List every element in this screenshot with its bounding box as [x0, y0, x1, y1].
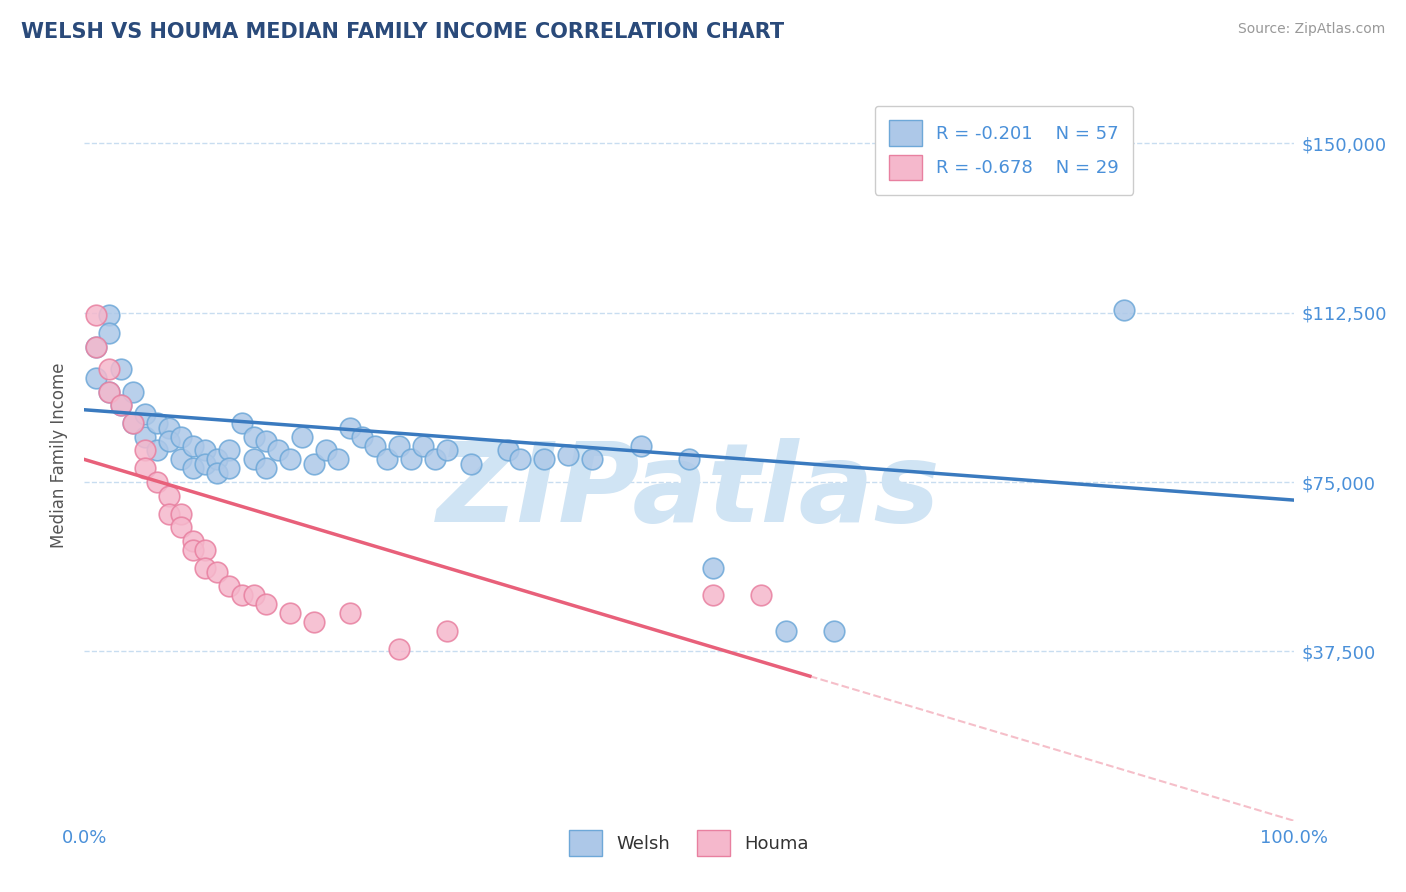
Point: [181, 542, 204, 557]
Point: [412, 439, 434, 453]
Point: [254, 434, 277, 449]
Point: [678, 452, 700, 467]
Point: [110, 398, 132, 412]
Point: [702, 561, 724, 575]
Point: [751, 588, 773, 602]
Point: [134, 430, 156, 444]
Point: [231, 588, 253, 602]
Point: [157, 507, 180, 521]
Point: [267, 443, 290, 458]
Point: [97, 308, 120, 322]
Point: [363, 439, 385, 453]
Point: [254, 597, 277, 611]
Point: [97, 326, 120, 340]
Point: [823, 624, 845, 638]
Point: [352, 430, 374, 444]
Point: [254, 461, 277, 475]
Point: [181, 533, 204, 548]
Point: [170, 430, 193, 444]
Point: [218, 443, 240, 458]
Point: [146, 475, 169, 489]
Point: [194, 542, 217, 557]
Point: [581, 452, 603, 467]
Point: [388, 642, 411, 657]
Point: [157, 434, 180, 449]
Point: [315, 443, 337, 458]
Point: [278, 452, 301, 467]
Point: [630, 439, 652, 453]
Point: [231, 417, 253, 431]
Point: [242, 452, 264, 467]
Point: [388, 439, 411, 453]
Point: [328, 452, 350, 467]
Point: [134, 443, 156, 458]
Point: [110, 362, 132, 376]
Text: WELSH VS HOUMA MEDIAN FAMILY INCOME CORRELATION CHART: WELSH VS HOUMA MEDIAN FAMILY INCOME CORR…: [21, 22, 785, 42]
Point: [1114, 303, 1136, 318]
Point: [157, 421, 180, 435]
Point: [242, 430, 264, 444]
Point: [775, 624, 797, 638]
Point: [509, 452, 531, 467]
Point: [110, 398, 132, 412]
Point: [86, 371, 108, 385]
Point: [86, 308, 108, 322]
Point: [194, 561, 217, 575]
Point: [194, 457, 217, 471]
Point: [97, 384, 120, 399]
Point: [702, 588, 724, 602]
Point: [194, 443, 217, 458]
Point: [146, 443, 169, 458]
Point: [278, 606, 301, 620]
Point: [496, 443, 519, 458]
Legend: Welsh, Houma: Welsh, Houma: [562, 822, 815, 863]
Point: [97, 384, 120, 399]
Point: [181, 461, 204, 475]
Point: [533, 452, 555, 467]
Point: [97, 362, 120, 376]
Point: [218, 461, 240, 475]
Point: [291, 430, 314, 444]
Point: [339, 606, 361, 620]
Point: [170, 507, 193, 521]
Point: [207, 566, 229, 580]
Point: [170, 520, 193, 534]
Point: [207, 452, 229, 467]
Text: Source: ZipAtlas.com: Source: ZipAtlas.com: [1237, 22, 1385, 37]
Point: [146, 417, 169, 431]
Point: [375, 452, 398, 467]
Y-axis label: Median Family Income: Median Family Income: [51, 362, 69, 548]
Point: [157, 489, 180, 503]
Point: [134, 407, 156, 421]
Point: [423, 452, 446, 467]
Text: ZIPatlas: ZIPatlas: [437, 438, 941, 545]
Point: [436, 624, 458, 638]
Point: [218, 579, 240, 593]
Point: [339, 421, 361, 435]
Point: [170, 452, 193, 467]
Point: [181, 439, 204, 453]
Point: [121, 417, 143, 431]
Point: [557, 448, 579, 462]
Point: [86, 340, 108, 354]
Point: [460, 457, 482, 471]
Point: [86, 340, 108, 354]
Point: [436, 443, 458, 458]
Point: [121, 384, 143, 399]
Point: [242, 588, 264, 602]
Point: [302, 615, 325, 629]
Point: [121, 417, 143, 431]
Point: [207, 466, 229, 480]
Point: [134, 461, 156, 475]
Point: [399, 452, 422, 467]
Point: [302, 457, 325, 471]
